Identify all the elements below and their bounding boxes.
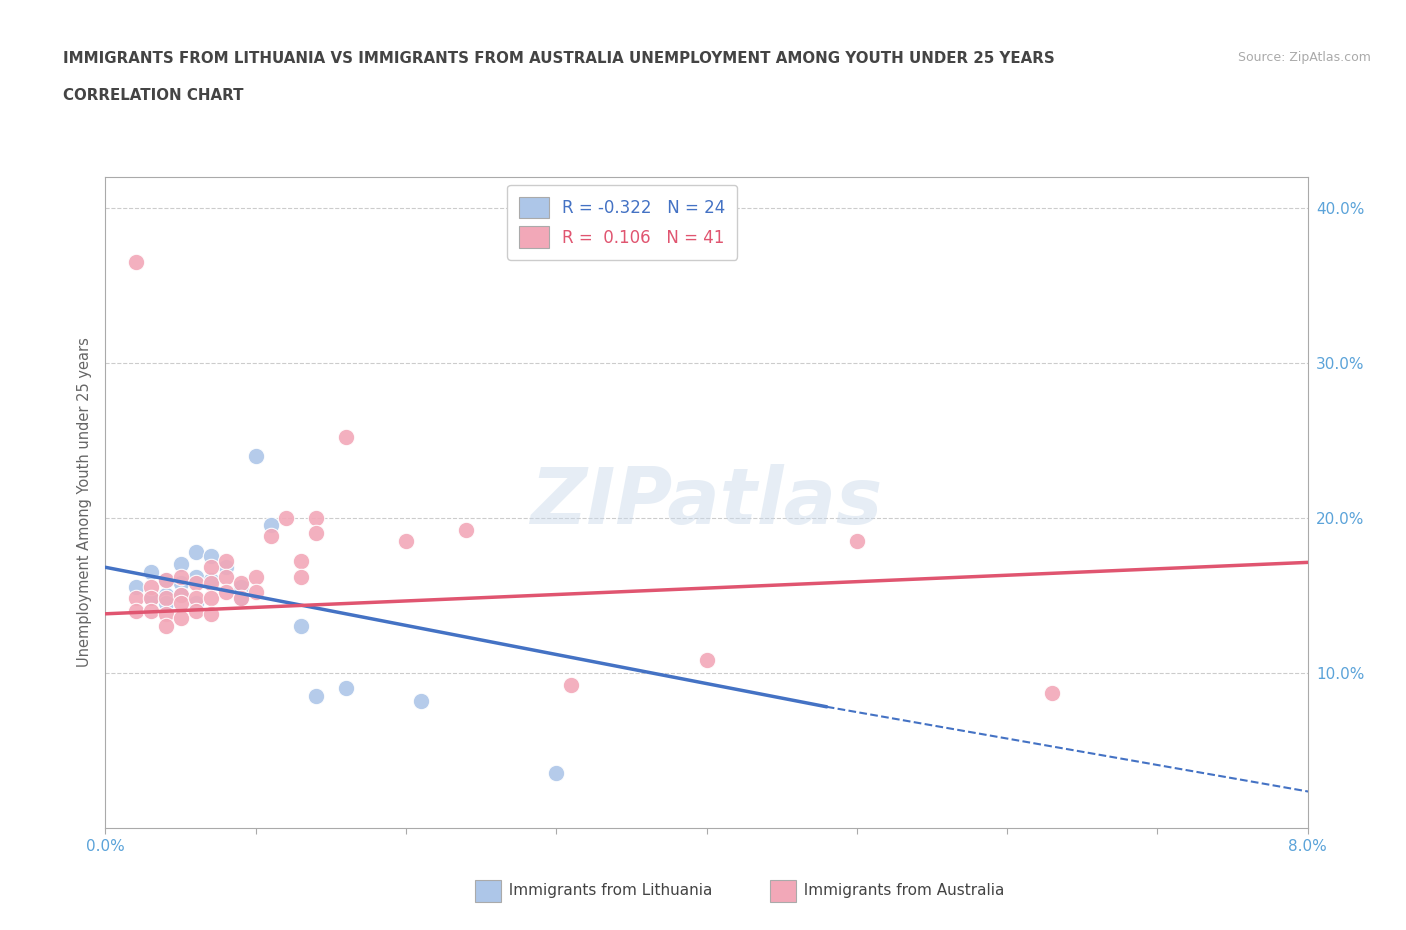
Point xyxy=(155,618,177,633)
Point xyxy=(214,553,236,568)
Point xyxy=(335,681,357,696)
Point xyxy=(290,618,312,633)
Point xyxy=(139,580,162,595)
Point xyxy=(155,572,177,587)
Point xyxy=(845,534,868,549)
Point xyxy=(454,523,477,538)
Point xyxy=(155,572,177,587)
Point xyxy=(200,572,222,587)
Point xyxy=(305,688,328,703)
Point xyxy=(139,565,162,579)
Point xyxy=(245,585,267,600)
Point xyxy=(124,591,146,605)
Text: IMMIGRANTS FROM LITHUANIA VS IMMIGRANTS FROM AUSTRALIA UNEMPLOYMENT AMONG YOUTH : IMMIGRANTS FROM LITHUANIA VS IMMIGRANTS … xyxy=(63,51,1054,66)
Point xyxy=(184,604,207,618)
Point xyxy=(200,591,222,605)
Point xyxy=(560,678,582,693)
Point xyxy=(124,604,146,618)
Point xyxy=(214,569,236,584)
Point xyxy=(169,588,191,603)
Point xyxy=(169,588,191,603)
Point xyxy=(214,560,236,575)
Point xyxy=(409,693,432,708)
Point xyxy=(200,549,222,564)
Point xyxy=(184,595,207,610)
Text: Immigrants from Australia: Immigrants from Australia xyxy=(794,884,1005,898)
Point xyxy=(546,766,568,781)
Point xyxy=(200,560,222,575)
Legend: R = -0.322   N = 24, R =  0.106   N = 41: R = -0.322 N = 24, R = 0.106 N = 41 xyxy=(508,185,737,259)
Point xyxy=(184,591,207,605)
Point xyxy=(184,544,207,559)
Point xyxy=(200,606,222,621)
Point xyxy=(290,569,312,584)
Point xyxy=(229,580,252,595)
Point xyxy=(305,525,328,540)
Point xyxy=(200,576,222,591)
Text: Source: ZipAtlas.com: Source: ZipAtlas.com xyxy=(1237,51,1371,64)
Y-axis label: Unemployment Among Youth under 25 years: Unemployment Among Youth under 25 years xyxy=(77,338,93,667)
Point xyxy=(245,448,267,463)
Point xyxy=(184,576,207,591)
Point xyxy=(214,585,236,600)
Point xyxy=(139,604,162,618)
Point xyxy=(169,611,191,626)
Point xyxy=(1040,685,1063,700)
Point xyxy=(169,576,191,591)
Text: ZIPatlas: ZIPatlas xyxy=(530,464,883,540)
Point xyxy=(260,518,283,533)
Point xyxy=(139,591,162,605)
Point xyxy=(305,511,328,525)
Text: Immigrants from Lithuania: Immigrants from Lithuania xyxy=(499,884,713,898)
Point xyxy=(155,591,177,605)
Point xyxy=(184,569,207,584)
Point xyxy=(124,580,146,595)
Point xyxy=(139,591,162,605)
Point xyxy=(696,653,718,668)
Point xyxy=(169,595,191,610)
Point xyxy=(274,511,297,525)
Point xyxy=(169,569,191,584)
Point xyxy=(229,576,252,591)
Point xyxy=(335,430,357,445)
Point xyxy=(229,591,252,605)
Point xyxy=(155,588,177,603)
Point xyxy=(155,595,177,610)
Point xyxy=(395,534,418,549)
Point xyxy=(245,569,267,584)
Point xyxy=(229,591,252,605)
Point xyxy=(124,255,146,270)
Point xyxy=(155,606,177,621)
Point xyxy=(290,553,312,568)
Point xyxy=(260,529,283,544)
Point xyxy=(169,557,191,572)
Text: CORRELATION CHART: CORRELATION CHART xyxy=(63,88,243,103)
